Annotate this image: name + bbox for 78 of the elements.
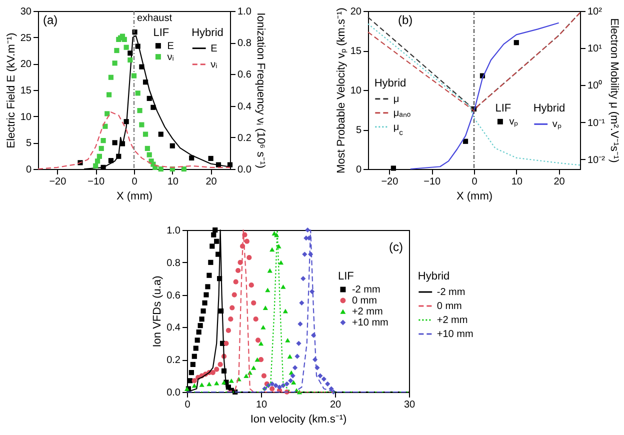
- annotation: Hybrid: [533, 102, 566, 115]
- x-tick-label: 10: [255, 400, 267, 410]
- y-tick-label: 0: [26, 164, 32, 176]
- legend-label: -2 mm: [351, 284, 380, 296]
- y-tick-label: 15: [20, 86, 32, 96]
- y-tick-label: 0.0: [166, 388, 180, 398]
- x-tick-label: −20: [381, 176, 399, 188]
- y-tick-label: 0.2: [166, 355, 180, 366]
- annotation: (a): [43, 13, 58, 27]
- y2-tick-label: 10⁻²: [588, 154, 606, 166]
- y2-axis-title: Electron Mobility μ (m².V⁻¹s⁻¹): [608, 18, 620, 163]
- y-tick-label: 30: [20, 6, 32, 18]
- legend-label: μ: [393, 94, 400, 105]
- annotation: Hybrid: [374, 77, 406, 90]
- ref-line-label: exhaust: [137, 13, 172, 24]
- x-tick-label: 20: [554, 176, 566, 188]
- y-tick-label: 25: [20, 32, 32, 44]
- x-tick-label: 30: [403, 400, 415, 410]
- legend-label: μ$_{c}$: [393, 122, 404, 136]
- y-tick-label: 0.8: [166, 258, 180, 269]
- y2-tick-label: 10⁰: [588, 80, 603, 92]
- legend-label: -2 mm: [436, 287, 465, 298]
- annotation: LIF: [495, 102, 512, 115]
- y2-tick-label: 10²: [588, 6, 603, 18]
- x-tick-label: −20: [49, 176, 67, 188]
- y-axis-title: Most Probable Velocity vₚ (km.s⁻¹): [335, 8, 348, 174]
- y-axis-title: Electric Field E (kV.m⁻¹): [5, 32, 18, 148]
- y-tick-label: 1.0: [166, 226, 180, 236]
- y2-tick-label: 0.2: [238, 132, 252, 144]
- annotation: LIF: [337, 270, 354, 282]
- y-tick-label: 0.6: [166, 290, 180, 302]
- y2-axis-title: Ionization Frequency νᵢ (10⁶ s⁻¹): [254, 12, 266, 168]
- y-tick-label: 0: [356, 164, 362, 176]
- y2-tick-label: 0.0: [238, 164, 252, 176]
- legend-label: νᵢ: [210, 59, 218, 70]
- y-tick-label: 5: [356, 125, 362, 136]
- y2-tick-label: 10⁻¹: [588, 118, 606, 129]
- y2-tick-label: 0.8: [238, 38, 252, 50]
- text: Hybrid: [417, 270, 450, 282]
- y-tick-label: 15: [350, 46, 362, 57]
- y-tick-label: 10: [350, 86, 362, 96]
- legend-label: +2 mm: [351, 306, 382, 318]
- x-tick-label: −10: [424, 176, 442, 188]
- legend-label: νᵢ: [167, 52, 174, 63]
- legend-label: E: [210, 43, 218, 54]
- legend-label: +2 mm: [436, 315, 468, 326]
- annotation: Hybrid: [192, 26, 224, 39]
- legend-label: +10 mm: [351, 318, 388, 328]
- x-tick-label: 20: [206, 176, 218, 188]
- x-tick-label: 0: [472, 176, 478, 188]
- x-tick-label: 0: [132, 176, 138, 188]
- y-tick-label: 0.4: [166, 322, 180, 334]
- y-tick-label: 5: [26, 138, 32, 150]
- y2-tick-label: 1.0: [238, 6, 252, 18]
- y-axis-title: Ion VFDs (u.a): [151, 276, 164, 348]
- y-tick-label: 10: [20, 112, 32, 123]
- x-axis-title: Ion velocity (km.s⁻¹): [250, 414, 346, 426]
- legend-label: vₚ: [552, 119, 562, 130]
- y2-tick-label: 0.6: [238, 70, 252, 81]
- y2-tick-label: 0.4: [238, 101, 252, 112]
- x-tick-label: 20: [329, 400, 341, 410]
- x-axis-title: X (mm): [456, 190, 493, 202]
- legend-label: 0 mm: [351, 296, 376, 306]
- legend-label: +10 mm: [436, 329, 473, 340]
- y-tick-label: 20: [350, 6, 362, 18]
- legend-label: E: [167, 40, 174, 52]
- legend-label: vₚ: [509, 116, 518, 128]
- y-tick-label: 20: [20, 59, 32, 70]
- x-tick-label: 10: [511, 176, 523, 188]
- y2-tick-label: 10¹: [588, 44, 603, 55]
- x-axis-title: X (mm): [116, 190, 153, 202]
- x-tick-label: −10: [88, 176, 106, 188]
- annotation: (c): [388, 240, 402, 254]
- x-tick-label: 0: [184, 400, 190, 410]
- legend-label: μₐₙₒ: [393, 108, 411, 119]
- legend-label: 0 mm: [436, 301, 462, 312]
- annotation: (b): [398, 13, 413, 27]
- annotation: LIF: [153, 26, 170, 39]
